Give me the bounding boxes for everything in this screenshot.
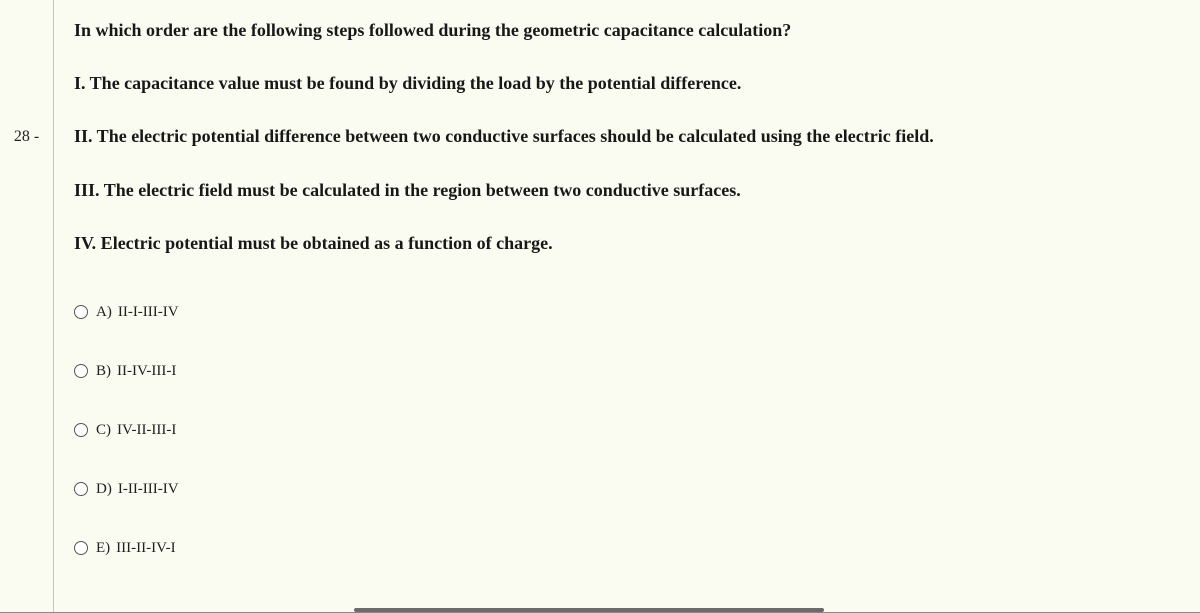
radio-icon xyxy=(74,305,88,319)
option-text: IV-II-III-I xyxy=(117,422,176,439)
question-stem: In which order are the following steps f… xyxy=(74,18,1180,43)
option-text: I-II-III-IV xyxy=(118,481,179,498)
option-letter: D) xyxy=(96,481,112,498)
question-content: In which order are the following steps f… xyxy=(54,0,1200,612)
radio-icon xyxy=(74,364,88,378)
option-letter: E) xyxy=(96,540,110,557)
question-container: 28 - In which order are the following st… xyxy=(0,0,1200,612)
step-2: II. The electric potential difference be… xyxy=(74,124,1180,149)
step-1: I. The capacitance value must be found b… xyxy=(74,71,1180,96)
option-letter: A) xyxy=(96,304,112,321)
horizontal-scrollbar[interactable] xyxy=(354,608,824,612)
question-number-column: 28 - xyxy=(0,0,54,612)
step-3: III. The electric field must be calculat… xyxy=(74,178,1180,203)
radio-icon xyxy=(74,541,88,555)
option-letter: B) xyxy=(96,363,111,380)
option-e[interactable]: E) III-II-IV-I xyxy=(74,540,1180,557)
radio-icon xyxy=(74,482,88,496)
option-letter: C) xyxy=(96,422,111,439)
question-number: 28 - xyxy=(14,128,39,145)
option-text: III-II-IV-I xyxy=(116,540,175,557)
option-a[interactable]: A) II-I-III-IV xyxy=(74,304,1180,321)
step-4: IV. Electric potential must be obtained … xyxy=(74,231,1180,256)
option-d[interactable]: D) I-II-III-IV xyxy=(74,481,1180,498)
option-text: II-IV-III-I xyxy=(117,363,176,380)
radio-icon xyxy=(74,423,88,437)
option-b[interactable]: B) II-IV-III-I xyxy=(74,363,1180,380)
options-list: A) II-I-III-IV B) II-IV-III-I C) IV-II-I… xyxy=(74,304,1180,557)
option-c[interactable]: C) IV-II-III-I xyxy=(74,422,1180,439)
option-text: II-I-III-IV xyxy=(118,304,179,321)
